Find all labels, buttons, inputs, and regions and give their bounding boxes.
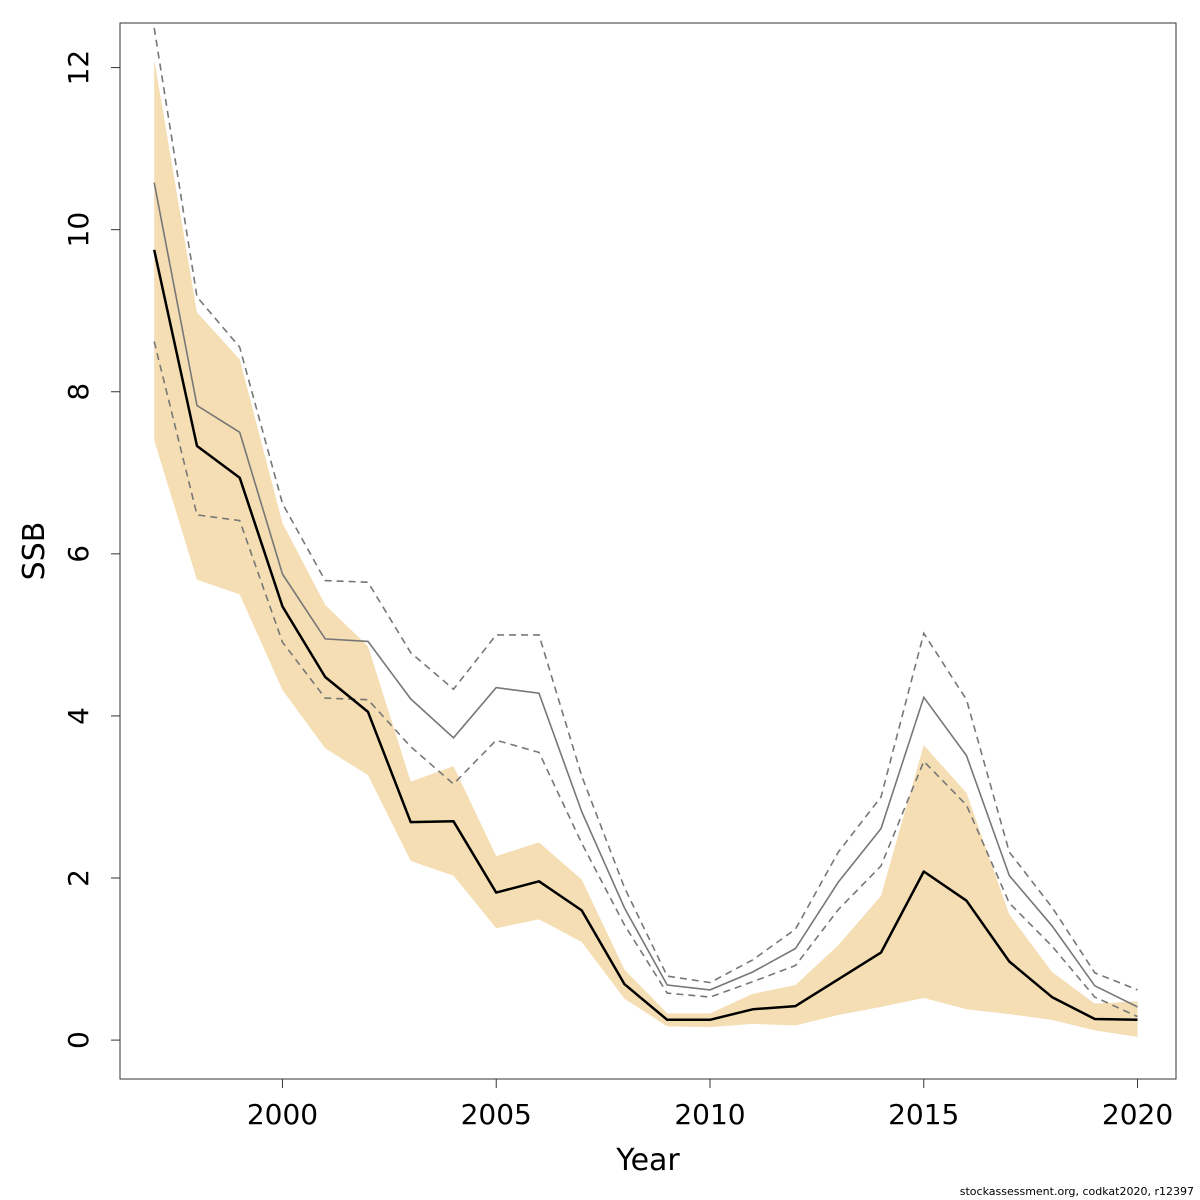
y-tick-label: 10 — [62, 212, 95, 248]
y-tick-label: 6 — [62, 545, 95, 563]
y-axis: 0 2 4 6 8 10 12 — [62, 50, 121, 1049]
comparison-ci-upper-line — [153, 27, 1138, 991]
y-tick-label: 4 — [62, 707, 95, 725]
confidence-band-layer — [154, 59, 1138, 1037]
y-axis-title: SSB — [17, 522, 52, 581]
x-axis: 2000 2005 2010 2015 2020 — [247, 1078, 1173, 1131]
x-tick-label: 2005 — [461, 1098, 532, 1131]
comparison-ci-lower-line — [153, 341, 1138, 1018]
x-tick-label: 2015 — [888, 1098, 959, 1131]
main-estimate-line — [152, 249, 1138, 1022]
comparison-estimate-line — [153, 182, 1138, 1008]
main-confidence-band — [154, 59, 1138, 1037]
y-tick-label: 8 — [62, 383, 95, 401]
source-credit: stockassessment.org, codkat2020, r12397 — [959, 1185, 1194, 1198]
x-tick-label: 2020 — [1102, 1098, 1173, 1131]
series-lines-layer — [152, 27, 1138, 1022]
y-tick-label: 2 — [62, 869, 95, 887]
y-tick-label: 12 — [62, 50, 95, 86]
x-axis-title: Year — [615, 1143, 680, 1178]
x-tick-label: 2000 — [247, 1098, 318, 1131]
x-tick-label: 2010 — [674, 1098, 745, 1131]
y-tick-label: 0 — [62, 1031, 95, 1049]
